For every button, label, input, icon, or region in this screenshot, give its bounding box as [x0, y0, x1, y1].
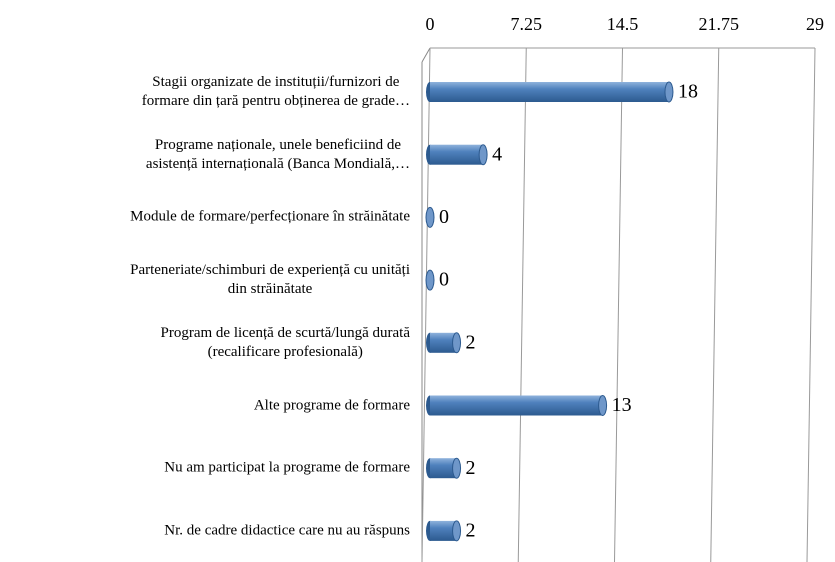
bar: [426, 395, 608, 416]
bar-part: [452, 520, 462, 542]
data-label: 13: [612, 394, 632, 416]
bar-part: [425, 269, 435, 291]
bar-part: [430, 332, 457, 353]
bar: [426, 457, 462, 479]
y-tick-label: Stagii organizate de instituții/furnizor…: [141, 74, 410, 109]
data-label: 4: [492, 143, 502, 165]
data-label: 2: [466, 331, 476, 353]
data-label: 0: [439, 269, 449, 291]
bar-part: [430, 458, 457, 479]
data-label: 18: [678, 81, 698, 103]
bar-part: [430, 520, 457, 541]
x-tick-label: 7.25: [511, 14, 543, 34]
y-tick-label: Module de formare/perfecționare în străi…: [130, 208, 410, 225]
bar-part: [664, 81, 674, 103]
bar-part: [430, 144, 484, 165]
bar-part: [430, 82, 669, 102]
grid-line: [710, 47, 720, 562]
y-tick-label: Programe naționale, unele beneficiind de…: [145, 136, 410, 172]
bar-part: [452, 457, 462, 479]
bar: [425, 269, 435, 291]
y-tick-label: Parteneriate/schimburi de experiență cu …: [130, 262, 410, 298]
bar: [426, 81, 674, 103]
bar-part: [430, 395, 603, 416]
y-tick-label: Program de licență de scurtă/lungă durat…: [160, 324, 411, 360]
x-tick-label: 21.75: [699, 14, 740, 34]
x-tick-label: 29: [806, 14, 824, 34]
y-tick-label: Nr. de cadre didactice care nu au răspun…: [164, 522, 410, 539]
y-tick-label: Nu am participat la programe de formare: [164, 459, 410, 476]
bar: [425, 206, 435, 228]
data-label: 0: [439, 206, 449, 228]
bar: [426, 520, 462, 542]
grid-line: [806, 47, 816, 562]
bar-part: [478, 144, 488, 166]
bar-part: [598, 395, 608, 416]
grid-line: [421, 47, 431, 562]
grid-line: [517, 47, 527, 562]
bar-part: [452, 332, 462, 354]
data-label: 2: [466, 457, 476, 479]
x-tick-label: 0: [426, 14, 435, 34]
wall-edge: [421, 47, 431, 63]
grid-line: [614, 47, 623, 562]
bar: [426, 144, 488, 166]
bar: [426, 332, 462, 354]
y-tick-label: Alte programe de formare: [253, 397, 410, 413]
bar-part: [425, 206, 435, 228]
x-tick-label: 14.5: [607, 14, 639, 34]
data-label: 2: [466, 519, 476, 541]
